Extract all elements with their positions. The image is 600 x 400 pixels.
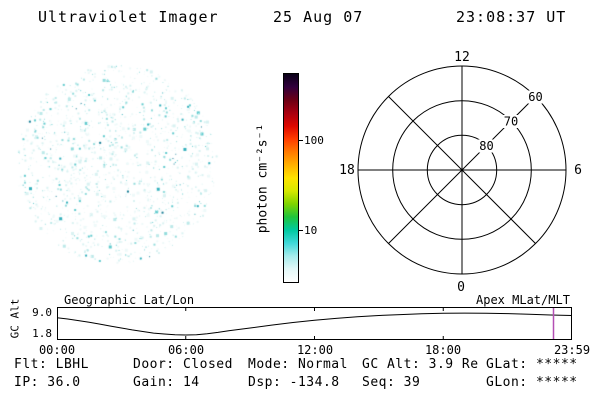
x-tick-2: 12:00: [296, 343, 334, 357]
page-title: Ultraviolet Imager: [38, 8, 219, 26]
axis-ticks: [185, 307, 444, 340]
colorbar-gradient: [283, 73, 299, 283]
gc-alt-plot: [57, 307, 572, 340]
header-time: 23:08:37 UT: [456, 8, 567, 26]
status-dsp: Dsp: -134.8: [248, 375, 340, 390]
uv-image-canvas: [10, 58, 222, 270]
y-axis-label: GC Alt: [8, 298, 22, 339]
colorbar-tick-label-100: 100: [304, 134, 324, 147]
mlt-label-12: 12: [454, 50, 470, 65]
status-door: Door: Closed: [133, 357, 233, 372]
polar-dial: 12 18 6 0 60 70 80: [339, 50, 582, 295]
x-tick-0: 00:00: [38, 343, 76, 357]
x-tick-3: 18:00: [424, 343, 462, 357]
x-tick-4: 23:59: [553, 343, 591, 357]
status-flt: Flt: LBHL: [14, 357, 89, 372]
mlt-label-6: 6: [574, 163, 582, 178]
strip-title-left: Geographic Lat/Lon: [64, 293, 195, 307]
colorbar-tick-label-10: 10: [304, 224, 318, 237]
header-date: 25 Aug 07: [273, 8, 364, 26]
colorbar-tickmark-10: [298, 230, 303, 231]
status-ip: IP: 36.0: [14, 375, 81, 390]
colorbar-unit-label: photon cm⁻²s⁻¹: [255, 123, 271, 234]
mlat-label-masks: [477, 90, 545, 153]
mlat-label-70: 70: [504, 115, 518, 129]
status-glat: GLat: *****: [486, 357, 578, 372]
status-mode: Mode: Normal: [248, 357, 348, 372]
mlt-label-0: 0: [457, 280, 465, 295]
status-glon: GLon: *****: [486, 375, 578, 390]
mlt-label-18: 18: [339, 163, 355, 178]
y-tick-bottom: 1.8: [32, 327, 52, 340]
strip-title-right: Apex MLat/MLT: [476, 293, 570, 307]
status-gain: Gain: 14: [133, 375, 200, 390]
status-seq: Seq: 39: [362, 375, 421, 390]
y-tick-top: 9.0: [32, 306, 52, 319]
mlat-label-80: 80: [479, 139, 493, 153]
x-tick-1: 06:00: [167, 343, 205, 357]
strip-box: [57, 307, 572, 340]
status-gcalt: GC Alt: 3.9 Re: [362, 357, 479, 372]
gc-alt-curve: [57, 312, 572, 336]
colorbar-tickmark-100: [298, 140, 303, 141]
mlat-label-60: 60: [528, 90, 542, 104]
